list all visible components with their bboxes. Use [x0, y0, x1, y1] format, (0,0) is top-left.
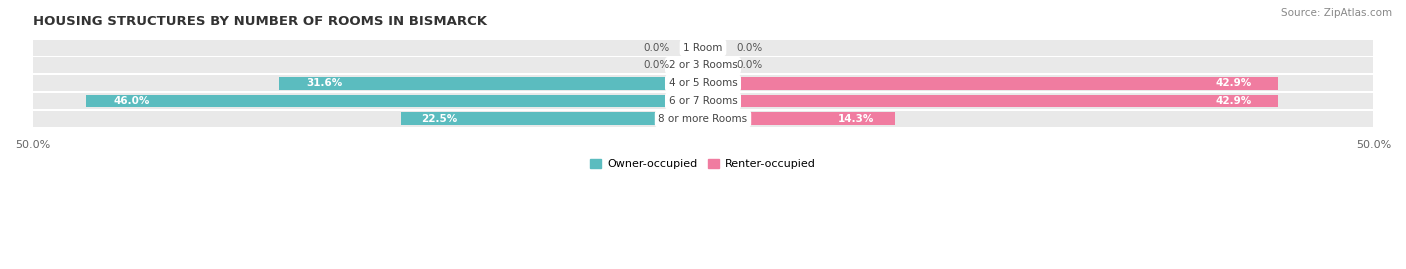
- Bar: [401, 112, 703, 125]
- Text: 1 Room: 1 Room: [683, 43, 723, 53]
- Bar: [703, 77, 1278, 90]
- Bar: [32, 93, 1374, 109]
- Bar: [280, 77, 703, 90]
- Text: HOUSING STRUCTURES BY NUMBER OF ROOMS IN BISMARCK: HOUSING STRUCTURES BY NUMBER OF ROOMS IN…: [32, 15, 486, 28]
- Text: Source: ZipAtlas.com: Source: ZipAtlas.com: [1281, 8, 1392, 18]
- Text: 14.3%: 14.3%: [838, 114, 875, 124]
- Bar: [703, 112, 894, 125]
- Text: 0.0%: 0.0%: [643, 43, 669, 53]
- Text: 4 or 5 Rooms: 4 or 5 Rooms: [669, 78, 737, 88]
- Bar: [32, 40, 1374, 56]
- Text: 2 or 3 Rooms: 2 or 3 Rooms: [669, 61, 737, 70]
- Text: 42.9%: 42.9%: [1215, 78, 1251, 88]
- Text: 46.0%: 46.0%: [112, 96, 149, 106]
- Text: 22.5%: 22.5%: [422, 114, 458, 124]
- Text: 42.9%: 42.9%: [1215, 96, 1251, 106]
- Text: 0.0%: 0.0%: [737, 61, 763, 70]
- Text: 31.6%: 31.6%: [307, 78, 343, 88]
- Bar: [86, 95, 703, 107]
- Text: 8 or more Rooms: 8 or more Rooms: [658, 114, 748, 124]
- Text: 6 or 7 Rooms: 6 or 7 Rooms: [669, 96, 737, 106]
- Text: 0.0%: 0.0%: [737, 43, 763, 53]
- Text: 0.0%: 0.0%: [643, 61, 669, 70]
- Bar: [703, 95, 1278, 107]
- Bar: [32, 58, 1374, 73]
- Bar: [32, 75, 1374, 91]
- Legend: Owner-occupied, Renter-occupied: Owner-occupied, Renter-occupied: [586, 155, 820, 174]
- Bar: [32, 111, 1374, 127]
